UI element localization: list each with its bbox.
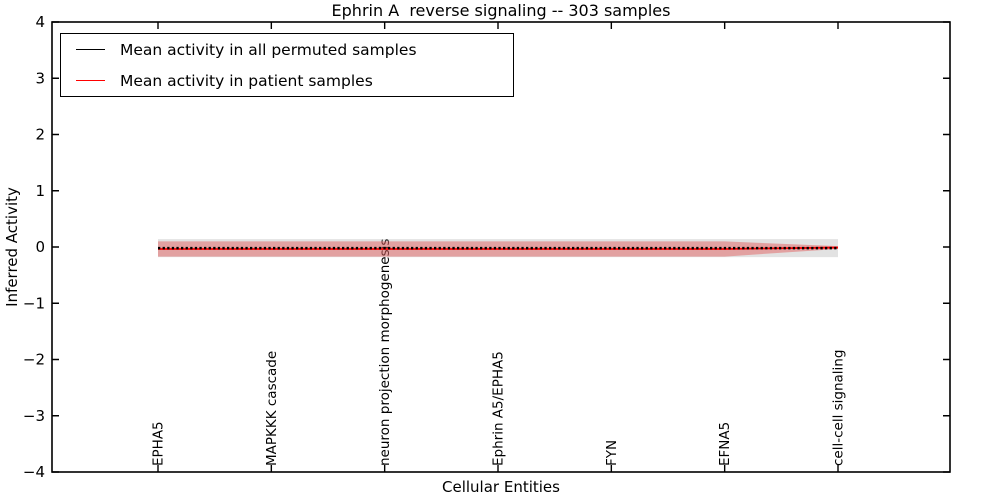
y-tick-label: −2 xyxy=(23,351,45,369)
x-tick-label: MAPKKK cascade xyxy=(264,351,280,466)
y-tick-label: 0 xyxy=(35,238,45,256)
legend-item-patient: Mean activity in patient samples xyxy=(61,66,513,95)
y-tick-label: −4 xyxy=(23,463,45,481)
y-tick-label: 2 xyxy=(35,126,45,144)
legend-line-black xyxy=(76,49,105,50)
y-tick-label: 3 xyxy=(35,69,45,87)
y-tick-label: −1 xyxy=(23,294,45,312)
legend-line-red xyxy=(76,80,105,81)
y-tick-label: 1 xyxy=(35,182,45,200)
y-tick-label: −3 xyxy=(23,407,45,425)
x-tick-label: neuron projection morphogenesis xyxy=(377,239,393,466)
x-tick-label: EPHA5 xyxy=(151,421,167,466)
legend-label-permuted: Mean activity in all permuted samples xyxy=(120,40,417,59)
legend-item-permuted: Mean activity in all permuted samples xyxy=(61,35,513,64)
x-tick-label: EFNA5 xyxy=(717,422,733,466)
y-tick-label: 4 xyxy=(35,13,45,31)
x-axis-label: Cellular Entities xyxy=(442,478,560,496)
x-tick-label: cell-cell signaling xyxy=(831,350,847,466)
legend: Mean activity in all permuted samples Me… xyxy=(60,33,514,97)
chart-title: Ephrin A reverse signaling -- 303 sample… xyxy=(331,1,671,20)
x-tick-label: Ephrin A5/EPHA5 xyxy=(491,351,507,466)
y-axis-label: Inferred Activity xyxy=(3,187,21,307)
x-tick-label: FYN xyxy=(604,440,620,466)
axis-ticks xyxy=(52,21,950,473)
legend-label-patient: Mean activity in patient samples xyxy=(120,71,373,90)
